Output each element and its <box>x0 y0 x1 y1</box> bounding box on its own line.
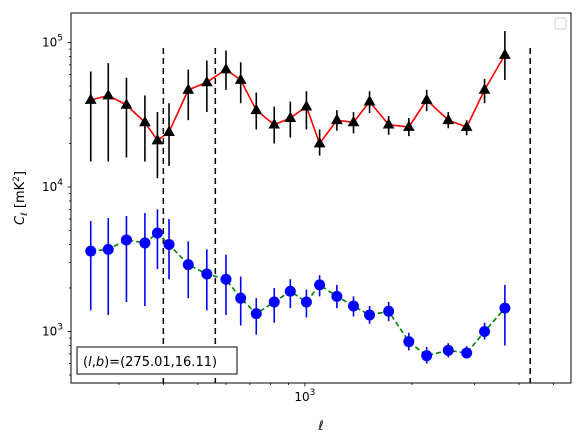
x-axis-label: ℓ <box>317 419 323 434</box>
data-point <box>120 234 132 246</box>
data-point <box>300 100 313 111</box>
data-point <box>479 325 491 337</box>
data-point <box>220 63 232 74</box>
data-point <box>268 296 280 308</box>
data-point <box>102 88 115 100</box>
data-point <box>461 347 473 359</box>
series-line <box>90 54 506 146</box>
data-point <box>151 133 164 145</box>
data-point <box>420 93 433 104</box>
data-point <box>102 243 114 255</box>
y-tick-label: 104 <box>42 178 63 194</box>
data-point <box>151 227 163 239</box>
data-point <box>382 118 395 129</box>
data-point <box>402 120 415 131</box>
data-point <box>120 98 133 109</box>
y-tick-label: 105 <box>42 33 63 49</box>
data-point <box>139 115 151 127</box>
data-point <box>421 350 433 362</box>
data-point <box>331 113 343 125</box>
data-point <box>163 125 175 136</box>
data-point <box>268 118 281 129</box>
series-2 <box>85 209 511 364</box>
data-point <box>499 48 511 59</box>
y-axis-label: Cℓ [mK2] <box>12 171 30 225</box>
position-annotation: (l,b)=(275.01,16.11) <box>76 346 238 375</box>
data-point <box>364 309 376 321</box>
data-point <box>84 93 97 104</box>
y-tick-label: 103 <box>42 322 63 338</box>
series-1 <box>84 31 511 179</box>
data-point <box>347 115 360 127</box>
legend-box <box>554 17 567 30</box>
data-point <box>250 103 263 115</box>
x-tick-label: 103 <box>294 388 315 404</box>
data-point <box>314 279 326 291</box>
data-point <box>220 273 232 285</box>
axes-frame <box>70 12 572 384</box>
data-point <box>182 259 194 271</box>
data-point <box>331 290 343 302</box>
data-point <box>201 268 213 280</box>
data-point <box>200 75 213 87</box>
data-point <box>499 302 511 314</box>
data-point <box>284 285 296 297</box>
data-point <box>163 238 175 250</box>
y-axis-ticks: 103 104 105 <box>42 33 71 376</box>
data-point <box>284 111 297 122</box>
data-point <box>85 245 97 257</box>
data-point <box>478 83 491 94</box>
data-point <box>348 300 360 312</box>
data-point <box>300 296 312 308</box>
data-point <box>403 336 415 348</box>
data-point <box>313 136 326 148</box>
annotation-text: (l,b)=(275.01,16.11) <box>83 355 217 370</box>
data-point <box>442 113 455 125</box>
data-point <box>383 305 395 317</box>
data-point <box>442 344 454 356</box>
x-axis-ticks: 103 <box>118 383 554 404</box>
data-point <box>234 73 247 84</box>
series-line <box>90 231 506 357</box>
data-point <box>460 120 473 131</box>
data-point <box>250 308 262 320</box>
data-point <box>235 292 247 304</box>
annotation-box <box>76 346 238 375</box>
plot-area <box>84 31 531 383</box>
data-point <box>182 83 195 94</box>
data-point <box>139 237 151 249</box>
data-point <box>363 95 376 106</box>
